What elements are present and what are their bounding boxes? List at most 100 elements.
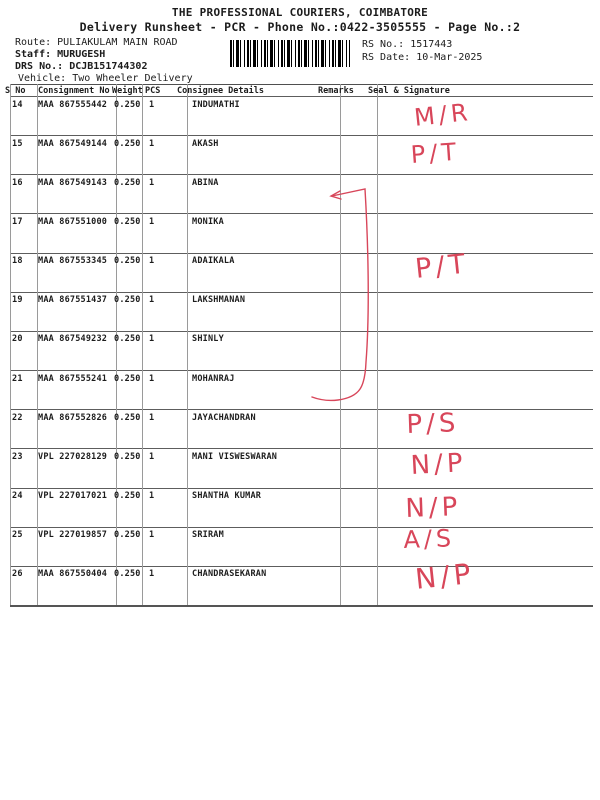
cell-weight: 0.250 bbox=[114, 138, 141, 149]
table-grid-line bbox=[10, 330, 593, 332]
cell-s-no: 20 bbox=[12, 334, 23, 345]
cell-consignee: JAYACHANDRAN bbox=[192, 412, 256, 423]
cell-pcs: 1 bbox=[149, 334, 155, 345]
table-grid-line bbox=[10, 213, 593, 215]
table-grid-line bbox=[142, 84, 143, 605]
table-grid-line bbox=[377, 84, 378, 605]
table-grid-line bbox=[37, 84, 38, 605]
table-grid-line bbox=[10, 84, 11, 605]
cell-weight: 0.250 bbox=[114, 334, 141, 345]
runsheet-title: Delivery Runsheet - PCR - Phone No.:0422… bbox=[79, 20, 521, 34]
drs-line: DRS No.: DCJB151744302 bbox=[15, 61, 147, 72]
cell-pcs: 1 bbox=[149, 412, 155, 423]
cell-consignee: MOHANRAJ bbox=[192, 373, 235, 384]
cell-consignment-no: MAA 867550404 bbox=[38, 569, 108, 580]
cell-pcs: 1 bbox=[149, 99, 155, 110]
table-grid-line bbox=[10, 487, 593, 489]
table-grid-line bbox=[10, 565, 593, 567]
cell-weight: 0.250 bbox=[114, 412, 141, 423]
cell-s-no: 23 bbox=[12, 451, 23, 462]
cell-pcs: 1 bbox=[149, 373, 155, 384]
cell-pcs: 1 bbox=[149, 451, 155, 462]
cell-consignee: MANI VISWESWARAN bbox=[192, 451, 278, 462]
cell-pcs: 1 bbox=[149, 256, 155, 267]
rs-date-line: RS Date: 10-Mar-2025 bbox=[362, 52, 482, 63]
cell-consignee: MONIKA bbox=[192, 216, 224, 227]
cell-consignment-no: VPL 227019857 bbox=[38, 530, 108, 541]
cell-consignment-no: VPL 227028129 bbox=[38, 451, 108, 462]
cell-consignment-no: MAA 867551437 bbox=[38, 295, 108, 306]
route-label: Route: bbox=[15, 37, 52, 48]
cell-s-no: 14 bbox=[12, 99, 23, 110]
cell-consignee: AKASH bbox=[192, 138, 219, 149]
rs-no-line: RS No.: 1517443 bbox=[362, 39, 452, 50]
vehicle-line: Vehicle: Two Wheeler Delivery bbox=[18, 73, 193, 84]
table-grid-line bbox=[10, 252, 593, 254]
staff-label: Staff: bbox=[15, 49, 52, 60]
column-header: Seal & Signature bbox=[368, 86, 450, 96]
cell-consignment-no: MAA 867549144 bbox=[38, 138, 108, 149]
drs-label: DRS No.: bbox=[15, 61, 64, 72]
cell-weight: 0.250 bbox=[114, 569, 141, 580]
route-value: PULIAKULAM MAIN ROAD bbox=[57, 37, 178, 48]
table-grid-line bbox=[10, 96, 593, 97]
cell-weight: 0.250 bbox=[114, 256, 141, 267]
cell-s-no: 16 bbox=[12, 177, 23, 188]
cell-pcs: 1 bbox=[149, 295, 155, 306]
cell-s-no: 17 bbox=[12, 216, 23, 227]
column-header: Consignee Details bbox=[177, 86, 264, 96]
table-grid-line bbox=[340, 84, 341, 605]
cell-consignee: SHINLY bbox=[192, 334, 224, 345]
cell-consignment-no: MAA 867555241 bbox=[38, 373, 108, 384]
cell-s-no: 24 bbox=[12, 491, 23, 502]
cell-pcs: 1 bbox=[149, 177, 155, 188]
cell-consignee: CHANDRASEKARAN bbox=[192, 569, 267, 580]
table-grid-line bbox=[187, 84, 188, 605]
rs-no-value: 1517443 bbox=[410, 39, 453, 50]
cell-s-no: 22 bbox=[12, 412, 23, 423]
cell-weight: 0.250 bbox=[114, 491, 141, 502]
cell-consignee: ABINA bbox=[192, 177, 219, 188]
table-grid-line bbox=[10, 370, 593, 372]
cell-consignee: ADAIKALA bbox=[192, 256, 235, 267]
rs-date-label: RS Date: bbox=[362, 52, 411, 63]
table-grid-line bbox=[10, 84, 593, 86]
column-header: Remarks bbox=[318, 86, 354, 96]
cell-pcs: 1 bbox=[149, 138, 155, 149]
cell-weight: 0.250 bbox=[114, 451, 141, 462]
vehicle-label: Vehicle: bbox=[18, 73, 67, 84]
column-header: PCS bbox=[145, 86, 161, 96]
column-header: Consignment No bbox=[38, 86, 110, 96]
cell-consignment-no: MAA 867552826 bbox=[38, 412, 108, 423]
cell-pcs: 1 bbox=[149, 530, 155, 541]
cell-s-no: 26 bbox=[12, 569, 23, 580]
cell-consignee: SHANTHA KUMAR bbox=[192, 491, 262, 502]
cell-consignment-no: MAA 867549232 bbox=[38, 334, 108, 345]
table-grid-line bbox=[10, 135, 593, 137]
cell-s-no: 21 bbox=[12, 373, 23, 384]
column-header: S No bbox=[5, 86, 26, 96]
table-grid-line bbox=[10, 448, 593, 450]
cell-consignment-no: MAA 867549143 bbox=[38, 177, 108, 188]
table-grid-line bbox=[10, 605, 593, 607]
rs-no-label: RS No.: bbox=[362, 39, 405, 50]
staff-value: MURUGESH bbox=[57, 49, 106, 60]
cell-consignment-no: MAA 867551000 bbox=[38, 216, 108, 227]
cell-consignee: LAKSHMANAN bbox=[192, 295, 246, 306]
table-grid-line bbox=[10, 409, 593, 411]
table-grid-line bbox=[10, 291, 593, 293]
cell-consignment-no: MAA 867555442 bbox=[38, 99, 108, 110]
cell-s-no: 15 bbox=[12, 138, 23, 149]
barcode bbox=[230, 40, 350, 67]
cell-consignment-no: VPL 227017021 bbox=[38, 491, 108, 502]
drs-value: DCJB151744302 bbox=[69, 61, 148, 72]
cell-weight: 0.250 bbox=[114, 99, 141, 110]
cell-pcs: 1 bbox=[149, 216, 155, 227]
table-grid-line bbox=[116, 84, 117, 605]
cell-s-no: 18 bbox=[12, 256, 23, 267]
table-grid-line bbox=[10, 174, 593, 176]
vehicle-value: Two Wheeler Delivery bbox=[72, 73, 193, 84]
column-header: Weight bbox=[112, 86, 143, 96]
route-line: Route: PULIAKULAM MAIN ROAD bbox=[15, 37, 178, 48]
